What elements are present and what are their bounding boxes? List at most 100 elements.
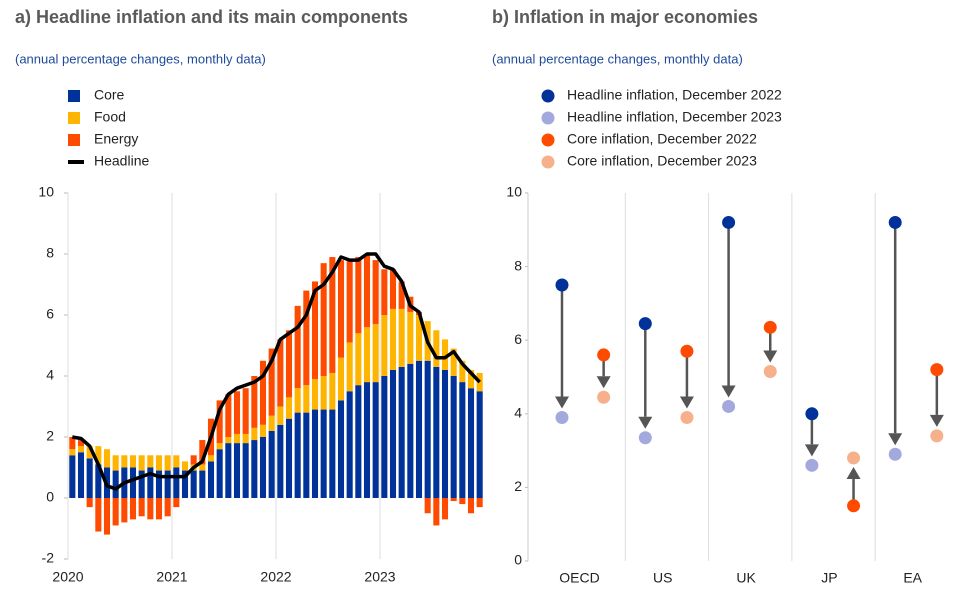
bar xyxy=(294,412,301,498)
bar xyxy=(441,369,449,498)
bar xyxy=(138,455,145,471)
legend-swatch xyxy=(68,112,80,124)
legend-label: Core inflation, December 2022 xyxy=(567,131,757,147)
bar xyxy=(190,455,197,465)
dot xyxy=(847,451,861,465)
bar xyxy=(199,470,206,498)
dot xyxy=(763,364,777,378)
bar xyxy=(147,467,154,498)
bar xyxy=(355,385,362,498)
bar xyxy=(303,412,310,498)
bar xyxy=(329,257,336,373)
bar xyxy=(433,330,440,367)
bar xyxy=(398,366,405,498)
bar xyxy=(355,257,362,334)
bar xyxy=(77,452,85,498)
y-tick-label: 6 xyxy=(514,331,522,347)
bar xyxy=(363,254,371,328)
bar xyxy=(450,498,457,502)
dot xyxy=(638,317,652,331)
dot xyxy=(638,431,652,445)
dot xyxy=(805,458,819,472)
legend-swatch xyxy=(541,89,555,103)
chart-subtitle: (annual percentage changes, monthly data… xyxy=(15,51,266,66)
bar xyxy=(311,281,319,380)
bar xyxy=(467,388,475,498)
bar xyxy=(381,376,388,498)
x-tick-label: JP xyxy=(821,570,837,586)
dot xyxy=(847,499,861,513)
arrow-head xyxy=(638,416,653,429)
dot xyxy=(930,363,944,377)
bar xyxy=(294,305,301,389)
bar xyxy=(129,455,137,468)
x-tick-label: 2021 xyxy=(156,569,187,585)
bar xyxy=(346,391,353,498)
bar xyxy=(173,467,180,498)
bar xyxy=(476,498,483,508)
bar xyxy=(86,446,93,459)
bar xyxy=(164,455,171,471)
bar xyxy=(372,382,379,498)
bar xyxy=(225,437,232,444)
y-tick-label: 2 xyxy=(46,428,54,444)
bar xyxy=(277,406,284,425)
bar xyxy=(173,498,180,508)
bar xyxy=(181,461,189,471)
bar xyxy=(355,333,362,386)
chart-title: a) Headline inflation and its main compo… xyxy=(15,7,408,27)
bar xyxy=(285,330,293,398)
y-tick-label: 4 xyxy=(514,405,522,421)
legend-label: Energy xyxy=(94,131,138,147)
bar xyxy=(251,440,258,498)
bar xyxy=(95,464,102,498)
bar xyxy=(268,348,275,416)
bar xyxy=(259,360,267,425)
dot xyxy=(805,407,819,421)
bar xyxy=(69,455,76,498)
arrow-head xyxy=(721,385,736,398)
bar xyxy=(112,455,119,471)
bar xyxy=(242,388,249,434)
bar xyxy=(251,376,258,428)
bar xyxy=(112,498,119,526)
bar xyxy=(450,348,457,376)
y-tick-label: 8 xyxy=(514,257,522,273)
dot xyxy=(888,215,902,229)
legend-swatch xyxy=(68,134,80,146)
legend-label: Core inflation, December 2023 xyxy=(567,153,757,169)
bar xyxy=(121,455,128,468)
bar xyxy=(459,498,466,505)
bar xyxy=(216,400,223,444)
bar xyxy=(95,446,102,465)
bar xyxy=(329,372,336,410)
bar xyxy=(398,281,405,309)
bar xyxy=(311,379,319,410)
bar xyxy=(129,467,137,498)
bar xyxy=(363,382,371,498)
bar xyxy=(207,455,215,462)
bar xyxy=(216,443,223,450)
bar xyxy=(164,470,171,498)
bar xyxy=(303,385,310,413)
bar xyxy=(242,433,249,444)
bar xyxy=(467,369,475,389)
bar xyxy=(225,443,232,498)
bar xyxy=(129,498,137,520)
legend-label: Food xyxy=(94,109,126,125)
bar xyxy=(329,409,336,498)
x-tick-label: 2020 xyxy=(52,569,83,585)
bar xyxy=(424,498,431,514)
dot xyxy=(930,429,944,443)
legend-swatch xyxy=(541,155,555,169)
bar xyxy=(320,409,327,498)
bar xyxy=(372,324,379,383)
bar xyxy=(441,498,449,520)
y-tick-label: 0 xyxy=(46,489,54,505)
chart-subtitle: (annual percentage changes, monthly data… xyxy=(492,51,743,66)
y-tick-label: 0 xyxy=(514,552,522,568)
bar xyxy=(346,342,353,392)
bar xyxy=(337,357,345,401)
bar xyxy=(173,455,180,468)
bar xyxy=(381,315,388,376)
